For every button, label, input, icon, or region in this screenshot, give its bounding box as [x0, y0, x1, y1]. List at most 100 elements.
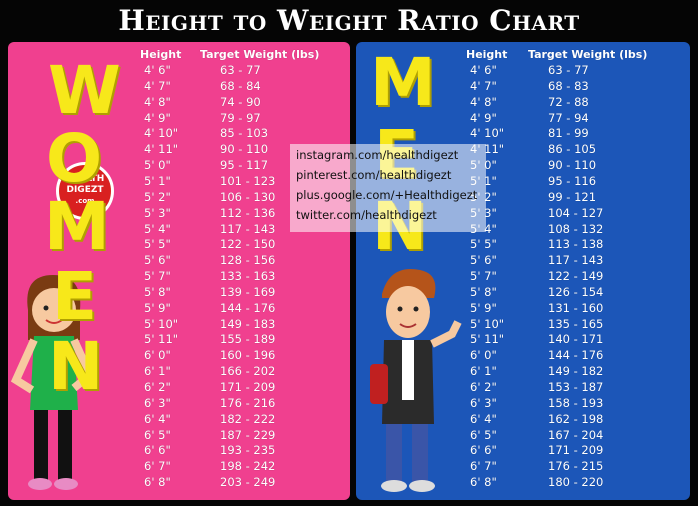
- height-cell: 6' 8": [144, 475, 171, 490]
- height-cell: 6' 1": [470, 364, 497, 379]
- big-letter: M: [370, 44, 436, 121]
- height-cell: 5' 9": [470, 300, 497, 315]
- weight-cell: 166 - 202: [220, 364, 276, 379]
- height-cell: 4' 6": [144, 63, 171, 77]
- height-cell: 5' 1": [144, 173, 171, 188]
- height-cell: 5' 10": [470, 316, 505, 331]
- height-cell: 5' 5": [144, 237, 171, 252]
- height-cell: 6' 2": [470, 380, 497, 394]
- height-cell: 5' 6": [144, 253, 171, 268]
- weight-cell: 198 - 242: [220, 459, 276, 474]
- social-link: plus.google.com/+Healthdigezt: [296, 188, 478, 202]
- social-links: instagram.com/healthdigezt pinterest.com/…: [290, 144, 486, 232]
- weight-cell: 140 - 171: [548, 332, 604, 347]
- height-cell: 4' 10": [144, 126, 179, 141]
- height-cell: 4' 10": [470, 126, 505, 141]
- height-cell: 5' 8": [470, 284, 497, 299]
- big-letter: O: [46, 120, 103, 197]
- height-cell: 6' 3": [144, 395, 171, 410]
- height-cell: 4' 9": [144, 110, 171, 125]
- weight-cell: 133 - 163: [220, 269, 276, 284]
- weight-cell: 193 - 235: [220, 443, 276, 458]
- weight-cell: 171 - 209: [220, 380, 276, 394]
- logo: HEALTH DIGEZT .com: [56, 162, 114, 220]
- weight-cell: 74 - 90: [220, 94, 261, 109]
- weight-cell: 155 - 189: [220, 332, 276, 347]
- weight-cell: 139 - 169: [220, 284, 276, 299]
- height-cell: 5' 10": [144, 316, 179, 331]
- weight-cell: 187 - 229: [220, 427, 276, 442]
- weight-cell: 90 - 110: [220, 142, 269, 157]
- height-cell: 6' 3": [470, 395, 497, 410]
- weight-cell: 95 - 116: [548, 173, 597, 188]
- title: Height to Weight Ratio Chart: [118, 4, 580, 37]
- height-cell: 4' 8": [470, 94, 497, 109]
- weight-cell: 162 - 198: [548, 411, 604, 426]
- logo-text: HEALTH: [65, 174, 105, 184]
- column-header: Target Weight (lbs): [528, 48, 648, 61]
- column-header: Height: [140, 48, 182, 61]
- weight-cell: 68 - 83: [548, 78, 589, 93]
- weight-cell: 131 - 160: [548, 300, 604, 315]
- height-cell: 6' 7": [470, 459, 497, 474]
- weight-cell: 79 - 97: [220, 110, 261, 125]
- height-cell: 6' 0": [470, 348, 497, 363]
- big-letter: W: [48, 52, 121, 129]
- height-cell: 6' 6": [470, 443, 497, 458]
- weight-cell: 104 - 127: [548, 205, 604, 220]
- height-cell: 4' 7": [470, 78, 497, 93]
- weight-cell: 182 - 222: [220, 411, 276, 426]
- weight-cell: 128 - 156: [220, 253, 276, 268]
- logo-text: .com: [75, 197, 95, 205]
- height-cell: 6' 1": [144, 364, 171, 379]
- weight-cell: 101 - 123: [220, 173, 276, 188]
- height-cell: 5' 7": [144, 269, 171, 284]
- big-letter: N: [48, 328, 104, 405]
- weight-cell: 106 - 130: [220, 189, 276, 204]
- weight-cell: 176 - 216: [220, 395, 276, 410]
- weight-cell: 149 - 182: [548, 364, 604, 379]
- weight-cell: 85 - 103: [220, 126, 269, 141]
- social-link: pinterest.com/healthdigezt: [296, 168, 452, 182]
- height-cell: 6' 8": [470, 475, 497, 490]
- column-header: Height: [466, 48, 508, 61]
- height-cell: 6' 2": [144, 380, 171, 394]
- weight-cell: 95 - 117: [220, 158, 269, 173]
- height-cell: 5' 7": [470, 269, 497, 284]
- height-cell: 5' 3": [144, 205, 171, 220]
- weight-cell: 135 - 165: [548, 316, 604, 331]
- height-cell: 5' 4": [144, 221, 171, 236]
- weight-cell: 117 - 143: [548, 253, 604, 268]
- weight-cell: 72 - 88: [548, 94, 589, 109]
- weight-cell: 203 - 249: [220, 475, 276, 490]
- height-cell: 6' 4": [144, 411, 171, 426]
- height-cell: 6' 5": [144, 427, 171, 442]
- weight-cell: 144 - 176: [548, 348, 604, 363]
- weight-cell: 180 - 220: [548, 475, 604, 490]
- social-link: twitter.com/healthdigezt: [296, 208, 437, 222]
- height-cell: 5' 11": [470, 332, 505, 347]
- logo-text: DIGEZT: [66, 185, 104, 195]
- height-cell: 4' 8": [144, 94, 171, 109]
- men-panel: Height Target Weight (lbs) 4' 6" 63 - 77 4' …: [356, 42, 690, 500]
- big-letter: E: [52, 258, 98, 335]
- weight-cell: 108 - 132: [548, 221, 604, 236]
- weight-cell: 68 - 84: [220, 78, 261, 93]
- weight-cell: 81 - 99: [548, 126, 589, 141]
- column-header: Target Weight (lbs): [200, 48, 320, 61]
- weight-cell: 63 - 77: [220, 63, 261, 77]
- height-cell: 5' 5": [470, 237, 497, 252]
- weight-cell: 144 - 176: [220, 300, 276, 315]
- weight-cell: 153 - 187: [548, 380, 604, 394]
- height-cell: 5' 8": [144, 284, 171, 299]
- man-illustration: [370, 269, 462, 492]
- weight-cell: 126 - 154: [548, 284, 604, 299]
- weight-cell: 160 - 196: [220, 348, 276, 363]
- women-panel: HEALTH DIGEZT .com Height Target Weight (…: [8, 42, 350, 500]
- weight-cell: 112 - 136: [220, 205, 276, 220]
- height-cell: 5' 0": [144, 158, 171, 173]
- weight-cell: 149 - 183: [220, 316, 276, 331]
- weight-cell: 86 - 105: [548, 142, 597, 157]
- weight-cell: 176 - 215: [548, 459, 604, 474]
